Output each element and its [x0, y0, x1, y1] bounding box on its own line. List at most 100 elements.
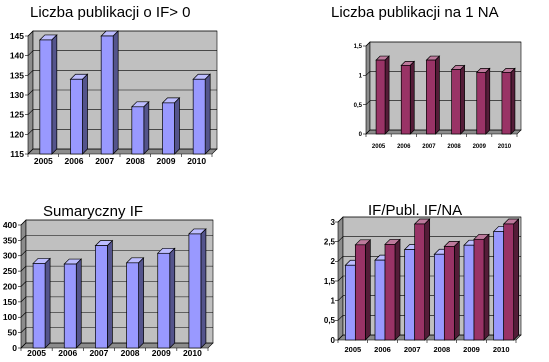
- y-tick-label: 400: [3, 220, 17, 230]
- bar-series-2: [443, 240, 461, 341]
- x-tick-label: 2010: [498, 144, 512, 150]
- x-tick-label: 2010: [187, 156, 206, 166]
- y-tick-label: 0: [359, 132, 363, 138]
- x-tick-label: 2006: [58, 348, 77, 358]
- x-tick-label: 2010: [183, 348, 202, 358]
- gridline-side: [20, 219, 27, 226]
- chart-title: Sumaryczny IF: [43, 203, 143, 220]
- gridline-side: [337, 216, 344, 223]
- bar: [375, 55, 390, 135]
- y-tick-label: 0,5: [324, 316, 336, 325]
- gridline-side: [337, 256, 344, 262]
- gridline-side: [337, 275, 344, 282]
- bar: [192, 73, 212, 155]
- gridline-side: [20, 327, 27, 333]
- y-tick-label: 100: [3, 312, 17, 322]
- y-tick-label: 0: [12, 343, 17, 353]
- x-tick-label: 2008: [447, 144, 461, 150]
- x-tick-label: 2006: [397, 144, 411, 150]
- gridline-side: [365, 100, 371, 105]
- x-tick-label: 2009: [152, 348, 171, 358]
- x-tick-label: 2005: [344, 345, 361, 354]
- y-tick-label: 0: [331, 336, 336, 345]
- side-wall: [365, 41, 371, 135]
- gridline-side: [27, 50, 34, 56]
- y-tick-label: 145: [10, 31, 24, 41]
- bar: [69, 73, 89, 155]
- x-tick-label: 2009: [463, 345, 480, 354]
- y-tick-label: 1: [331, 296, 336, 305]
- bar: [450, 64, 466, 135]
- y-tick-label: 130: [10, 90, 24, 100]
- bar: [38, 34, 58, 155]
- chart-title: IF/Publ. IF/NA: [368, 202, 462, 219]
- gridline-side: [20, 250, 27, 256]
- y-tick-label: 2,5: [324, 237, 336, 246]
- gridline-side: [20, 342, 27, 349]
- bar: [125, 256, 145, 349]
- gridline-side: [365, 41, 371, 47]
- x-tick-label: 2007: [404, 345, 421, 354]
- gridline-side: [337, 315, 344, 321]
- gridline-side: [27, 30, 34, 37]
- y-tick-label: 125: [10, 110, 24, 120]
- bar-series-2: [502, 218, 520, 341]
- bar-series-2: [384, 238, 401, 341]
- chart-title: Liczba publikacji na 1 NA: [331, 4, 499, 21]
- x-tick-label: 2005: [27, 348, 46, 358]
- gridline-side: [365, 71, 371, 76]
- gridline-side: [20, 235, 27, 241]
- y-tick-label: 250: [3, 266, 17, 276]
- x-tick-label: 2005: [372, 144, 386, 150]
- gridline-side: [20, 312, 27, 318]
- bar: [130, 100, 150, 155]
- gridline-side: [337, 236, 344, 242]
- y-tick-label: 1: [359, 73, 363, 79]
- gridline-side: [27, 148, 34, 155]
- bar-series-2: [354, 238, 372, 341]
- x-tick-label: 2008: [126, 156, 145, 166]
- bar: [425, 55, 441, 135]
- bar: [32, 257, 51, 349]
- y-tick-label: 150: [3, 297, 17, 307]
- chart-4: 0 0,5 1 1,5 2 2,5 3 2005 2006 2007 2008 2009 2010 IF/…: [324, 202, 522, 354]
- x-tick-label: 2005: [34, 156, 53, 166]
- chart-2: 0 0,5 1 1,5 2005 2006 2007 2008 2009 2010 Liczba p…: [331, 4, 522, 150]
- bar: [156, 247, 176, 349]
- y-tick-label: 3: [331, 218, 336, 227]
- gridline-side: [27, 129, 34, 135]
- y-tick-label: 115: [10, 149, 24, 159]
- x-tick-label: 2009: [473, 144, 487, 150]
- bar: [161, 97, 181, 155]
- y-tick-label: 1,5: [354, 44, 363, 50]
- x-tick-label: 2008: [121, 348, 140, 358]
- bar: [188, 228, 207, 349]
- x-tick-label: 2006: [65, 156, 84, 166]
- x-tick-label: 2006: [374, 345, 391, 354]
- gridline-side: [20, 281, 27, 287]
- gridline-side: [27, 89, 34, 96]
- chart-1: 115 120 125 130 135 140 145 2005 2006 2007 2008 200…: [10, 4, 218, 166]
- y-tick-label: 120: [10, 129, 24, 139]
- plot-back-wall: [369, 41, 522, 131]
- floor-wall: [365, 129, 522, 135]
- x-tick-label: 2007: [89, 348, 108, 358]
- bar: [475, 67, 491, 135]
- bar: [501, 67, 516, 135]
- gridline-side: [365, 129, 371, 135]
- bar: [100, 30, 120, 155]
- chart-title: Liczba publikacji o IF> 0: [30, 4, 191, 21]
- gridline-side: [20, 265, 27, 272]
- y-tick-label: 2: [331, 257, 336, 266]
- x-tick-label: 2008: [433, 345, 450, 354]
- chart-3: 0 50 100 150 200 250 300 350 400 2005 2006 2007 2008…: [3, 203, 214, 358]
- bar: [94, 239, 114, 349]
- gridline-side: [20, 296, 27, 303]
- gridline-side: [337, 295, 344, 301]
- y-tick-label: 140: [10, 51, 24, 61]
- x-tick-label: 2007: [95, 156, 114, 166]
- bar-series-2: [413, 218, 431, 341]
- y-tick-label: 200: [3, 281, 17, 291]
- y-tick-label: 1,5: [324, 277, 336, 286]
